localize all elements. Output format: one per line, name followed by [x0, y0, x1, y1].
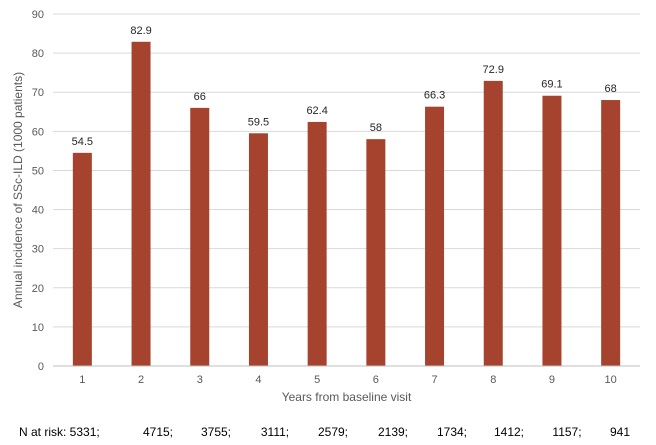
x-tick-label: 4	[255, 374, 261, 386]
data-label: 62.4	[306, 105, 327, 117]
y-tick-label: 60	[32, 126, 44, 138]
at-risk-value: 2139;	[378, 425, 408, 439]
data-label: 58	[370, 122, 382, 134]
at-risk-value: 1157;	[552, 425, 581, 439]
y-axis-title: Annual incidence of SSc-ILD (1000 patien…	[11, 72, 25, 308]
y-tick-label: 80	[32, 48, 44, 60]
x-tick-label: 10	[605, 374, 617, 386]
at-risk-value: 4715;	[143, 425, 173, 439]
x-tick-labels: 1 2 3 4 5 6 7 8 9 10	[79, 374, 616, 386]
x-tick-label: 5	[314, 374, 320, 386]
at-risk-value: 941	[610, 425, 630, 439]
bar	[248, 133, 268, 366]
x-tick-label: 7	[431, 374, 437, 386]
bars	[72, 41, 621, 367]
bar	[307, 121, 327, 367]
y-tick-label: 90	[32, 9, 44, 21]
at-risk-value: 3111;	[261, 425, 289, 439]
y-tick-label: 20	[32, 283, 44, 295]
bar	[190, 107, 210, 366]
bar	[483, 80, 503, 366]
x-tick-label: 8	[490, 374, 496, 386]
data-label: 59.5	[248, 116, 269, 128]
at-risk-value: 3755;	[201, 425, 231, 439]
bar	[601, 100, 621, 367]
bar	[366, 139, 386, 366]
data-labels: 54.5 82.9 66 59.5 62.4 58 66.3 72.9 69.1 68	[72, 25, 617, 148]
data-label: 68	[605, 83, 617, 95]
y-tick-label: 40	[32, 205, 44, 217]
bar	[131, 41, 151, 366]
x-tick-label: 9	[549, 374, 555, 386]
bar	[542, 95, 562, 367]
x-tick-label: 6	[373, 374, 379, 386]
at-risk-values: 4715; 3755; 3111; 2579; 2139; 1734; 1412; 1157;…	[143, 425, 630, 439]
at-risk-value: 1412;	[494, 425, 524, 439]
data-label: 54.5	[72, 136, 93, 148]
x-tick-label: 1	[79, 374, 85, 386]
data-label: 69.1	[541, 79, 562, 91]
y-tick-label: 50	[32, 165, 44, 177]
bar	[72, 152, 92, 366]
x-axis-title: Years from baseline visit	[282, 390, 412, 404]
data-label: 72.9	[483, 64, 504, 76]
gridlines	[53, 13, 640, 328]
x-tick-label: 2	[138, 374, 144, 386]
at-risk-label: N at risk: 5331;	[19, 425, 100, 439]
y-tick-label: 10	[32, 322, 44, 334]
y-tick-label: 70	[32, 87, 44, 99]
at-risk-value: 2579;	[318, 425, 348, 439]
data-label: 66.3	[424, 90, 445, 102]
y-tick-label: 0	[38, 361, 44, 373]
x-tick-label: 3	[197, 374, 203, 386]
at-risk-value: 1734;	[437, 425, 467, 439]
data-label: 66	[194, 91, 206, 103]
y-tick-label: 30	[32, 244, 44, 256]
y-tick-labels: 0 10 20 30 40 50 60 70 80 90	[32, 9, 44, 373]
bar	[425, 106, 445, 367]
data-label: 82.9	[130, 25, 151, 37]
